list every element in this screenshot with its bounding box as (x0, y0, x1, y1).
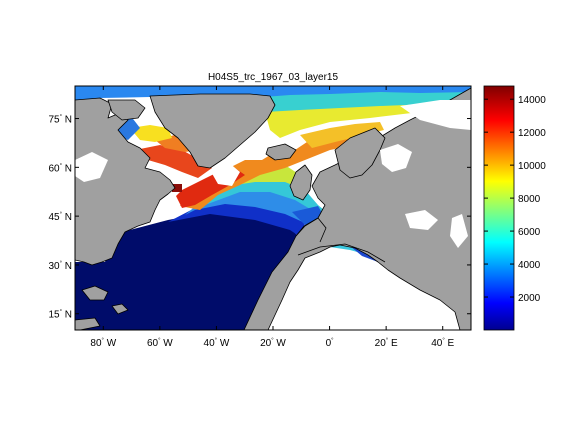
field-orange (180, 128, 380, 210)
land-masses (75, 87, 471, 330)
caribbean-islands (75, 285, 129, 330)
no-data-black-sea (405, 210, 438, 230)
no-data-baltic (380, 144, 412, 172)
no-data-hudson (75, 152, 108, 182)
field-yellow-baffin (130, 125, 172, 142)
coastlines (295, 217, 386, 263)
colorbar-ticks: 2000 4000 6000 8000 10000 12000 14000 (484, 95, 546, 304)
lon-tick-label: 60° W (147, 338, 173, 349)
no-data-greenland-east (210, 162, 240, 186)
colorbar-tick-label: 10000 (518, 161, 546, 172)
lon-tick-label: 20° E (375, 338, 398, 349)
coast-mediterranean (297, 243, 386, 263)
lon-tick-label: 40° E (431, 338, 454, 349)
colorbar: 2000 4000 6000 8000 10000 12000 14000 (483, 85, 546, 331)
lat-tick-label: 75° N (48, 115, 72, 126)
field-arctic-yellow (265, 104, 471, 138)
baffin-island (107, 99, 146, 121)
greenland-land (149, 93, 276, 169)
figure-title: H04S5_trc_1967_03_layer15 (208, 72, 339, 83)
colorbar-tick-label: 2000 (518, 293, 541, 304)
field-yellow-green (235, 165, 305, 190)
lat-tick-label: 60° N (48, 163, 72, 174)
longitude-ticks: 80° W 60° W 40° W 20° W 0° 20° E 40° E (90, 86, 455, 349)
no-data-patches (75, 100, 471, 248)
lon-tick-label: 40° W (204, 338, 230, 349)
field-deep-navy (75, 212, 300, 330)
lon-tick-label: 0° (326, 338, 335, 349)
iceland (265, 143, 297, 161)
map-panel: 15° N 30° N 45° N 60° N 75° N 80° W 60° W 40° … (48, 85, 472, 349)
field-darkred-patch (172, 184, 182, 192)
colorbar-tick-label: 8000 (518, 194, 541, 205)
field-blue (168, 202, 305, 238)
colorbar-gradient (483, 85, 515, 331)
field-norway-yellow (300, 122, 384, 148)
no-data-caspian (450, 214, 468, 248)
no-data-arctic-east (400, 100, 471, 130)
lon-tick-label: 80° W (90, 338, 116, 349)
lat-tick-label: 45° N (48, 212, 72, 223)
lon-tick-label: 20° W (260, 338, 286, 349)
colorbar-tick-label: 12000 (518, 128, 546, 139)
lat-tick-label: 30° N (48, 261, 72, 272)
colorbar-tick-label: 6000 (518, 227, 541, 238)
field-red-labrador (135, 145, 212, 178)
british-isles (289, 164, 313, 201)
colorbar-tick-label: 14000 (518, 95, 546, 106)
field-arctic-cyan (250, 92, 471, 115)
colorbar-tick-label: 4000 (518, 260, 541, 271)
latitude-ticks: 15° N 30° N 45° N 60° N 75° N (48, 115, 471, 321)
lat-tick-label: 15° N (48, 310, 72, 321)
coast-iberia (295, 217, 327, 243)
